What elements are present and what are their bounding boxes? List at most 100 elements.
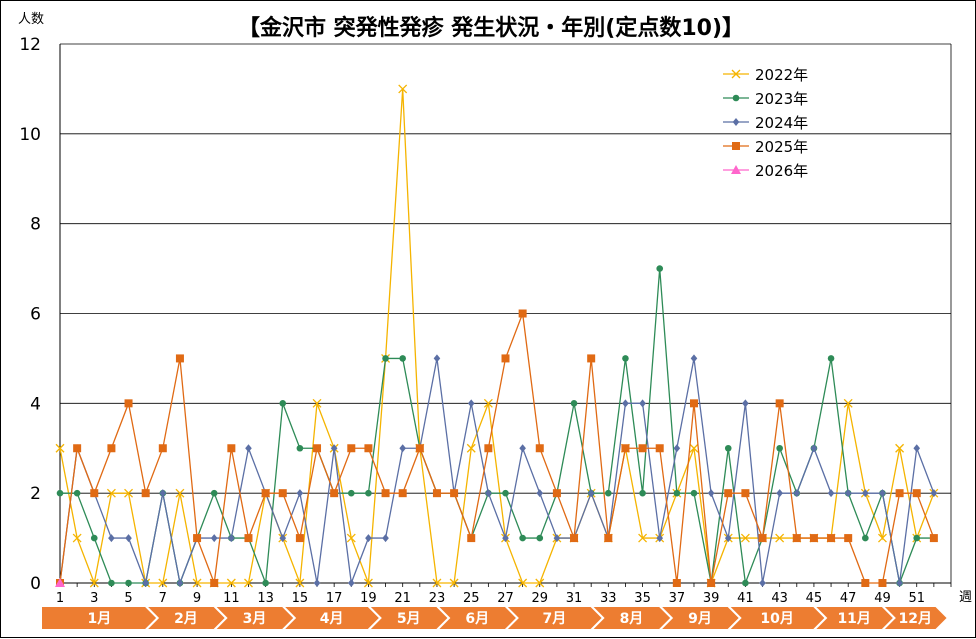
x-tick-label: 49 <box>874 591 891 606</box>
x-tick-label: 39 <box>703 591 720 606</box>
data-point-marker <box>758 534 767 543</box>
data-point-marker <box>175 354 184 363</box>
series-line <box>59 358 935 586</box>
data-point-marker <box>245 444 252 453</box>
legend-entry: 2026年 <box>723 162 808 180</box>
data-point-marker <box>483 398 493 408</box>
data-point-marker <box>398 84 408 94</box>
data-point-marker <box>262 579 269 587</box>
data-point-marker <box>776 444 783 452</box>
data-point-marker <box>776 489 783 498</box>
data-point-marker <box>844 489 852 498</box>
data-point-marker <box>467 534 476 543</box>
month-label: 12月 <box>898 611 931 627</box>
data-point-marker <box>244 534 253 543</box>
data-point-marker <box>295 534 304 543</box>
data-point-marker <box>759 579 766 587</box>
data-point-marker <box>330 444 338 453</box>
x-tick-label: 21 <box>394 591 411 606</box>
x-tick-label: 9 <box>193 591 201 606</box>
data-point-marker <box>501 354 510 363</box>
month-label: 8月 <box>620 611 644 627</box>
x-tick-label: 11 <box>223 591 240 606</box>
y-tick-label: 12 <box>19 35 41 55</box>
data-point-marker <box>56 489 64 497</box>
data-point-marker <box>261 489 270 498</box>
x-tick-label: 41 <box>737 591 754 606</box>
data-point-marker <box>912 489 921 498</box>
x-tick-label: 35 <box>634 591 651 606</box>
data-point-marker <box>279 534 287 543</box>
data-point-marker <box>587 354 596 363</box>
data-point-marker <box>638 444 647 453</box>
data-point-marker <box>158 578 168 588</box>
data-point-marker <box>432 578 442 588</box>
data-point-marker <box>724 444 732 452</box>
data-point-marker <box>433 354 441 363</box>
y-tick-label: 0 <box>30 574 41 594</box>
data-point-marker <box>175 488 185 498</box>
data-point-marker <box>878 579 887 587</box>
y-tick-label: 8 <box>30 215 41 235</box>
data-point-marker <box>55 578 65 587</box>
month-label: 11月 <box>837 611 870 627</box>
legend-label: 2024年 <box>755 114 808 132</box>
data-point-marker <box>484 444 493 453</box>
data-point-marker <box>312 398 322 408</box>
legend-entry: 2022年 <box>723 66 808 84</box>
data-point-marker <box>724 534 732 543</box>
x-tick-label: 51 <box>908 591 925 606</box>
data-point-marker <box>89 578 99 588</box>
month-label: 2月 <box>174 611 198 627</box>
x-tick-labels: 1 3 5 7 9 11 13 15 17 19 21 23 25 27 29 31 33 35 37 39 41 43 4… <box>56 591 925 606</box>
data-point-marker <box>843 398 853 408</box>
data-point-marker <box>106 488 116 498</box>
data-point-marker <box>228 534 235 543</box>
data-point-marker <box>415 444 424 453</box>
data-point-marker <box>142 579 149 587</box>
data-point-marker <box>689 399 698 408</box>
month-label: 4月 <box>320 611 344 627</box>
data-point-marker <box>518 309 527 318</box>
y-tick-label: 2 <box>30 484 41 504</box>
data-point-marker <box>844 534 853 543</box>
x-tick-label: 45 <box>806 591 823 606</box>
data-point-marker <box>587 489 595 498</box>
data-point-marker <box>363 578 373 588</box>
month-label: 7月 <box>542 611 566 627</box>
data-point-marker <box>741 489 750 498</box>
data-point-marker <box>673 444 681 453</box>
x-tick-label: 1 <box>56 591 64 606</box>
data-point-marker <box>570 534 579 543</box>
data-point-marker <box>244 578 253 588</box>
y-axis-unit-label: 人数 <box>18 12 44 27</box>
data-point-marker <box>124 488 133 498</box>
data-point-marker <box>108 534 115 543</box>
data-point-marker <box>552 489 561 498</box>
series-4 <box>55 578 65 587</box>
month-label: 3月 <box>243 611 267 627</box>
data-point-marker <box>689 443 699 453</box>
data-point-marker <box>347 444 356 453</box>
data-point-marker <box>364 444 373 453</box>
data-point-marker <box>605 489 612 497</box>
series-group <box>55 84 939 588</box>
data-point-marker <box>827 489 835 498</box>
x-tick-label: 13 <box>257 591 274 606</box>
data-point-marker <box>861 579 870 587</box>
data-point-marker <box>108 579 115 587</box>
legend: 2022年 2023年 2024年 2025年 2026年 <box>723 66 808 180</box>
data-point-marker <box>639 399 646 408</box>
data-point-marker <box>381 489 390 498</box>
data-point-marker <box>125 534 132 543</box>
data-point-marker <box>809 534 818 543</box>
data-point-marker <box>313 579 321 587</box>
x-tick-label: 43 <box>771 591 788 606</box>
data-point-marker <box>227 444 236 453</box>
data-point-marker <box>638 533 648 543</box>
data-point-marker <box>502 534 509 543</box>
data-point-marker <box>485 489 492 498</box>
data-point-marker <box>107 444 116 453</box>
data-point-marker <box>775 399 784 408</box>
x-tick-label: 27 <box>497 591 514 606</box>
